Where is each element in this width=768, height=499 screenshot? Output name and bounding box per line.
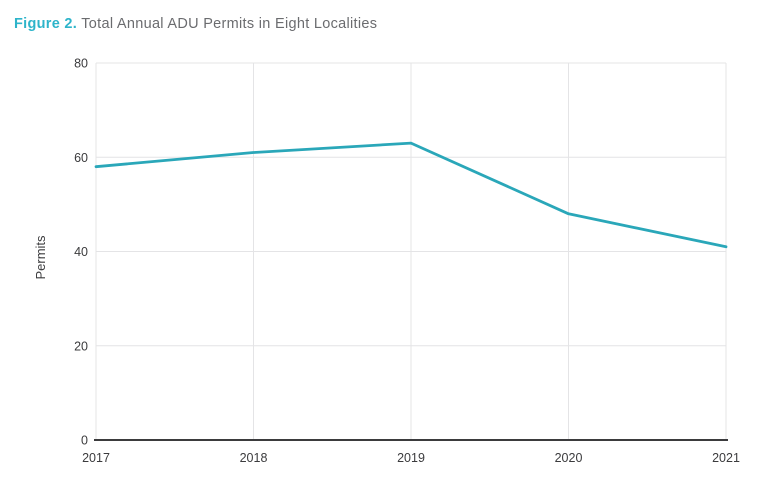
y-tick-label: 40 [74,245,88,259]
x-tick-label: 2020 [555,451,583,465]
y-tick-label: 60 [74,151,88,165]
x-tick-label: 2021 [712,451,740,465]
figure-number-label: Figure 2. [14,16,78,32]
figure-caption-text: Total Annual ADU Permits in Eight Locali… [81,16,378,32]
y-tick-label: 0 [81,434,88,448]
x-tick-label: 2019 [397,451,425,465]
x-tick-label: 2018 [240,451,268,465]
data-line-total-permits [94,141,728,249]
y-axis-title: Permits [33,235,48,280]
y-tick-label: 80 [74,57,88,71]
y-tick-label: 20 [74,339,88,353]
x-tick-label: 2017 [82,451,110,465]
figure-title: Figure 2. Total Annual ADU Permits in Ei… [14,16,377,32]
